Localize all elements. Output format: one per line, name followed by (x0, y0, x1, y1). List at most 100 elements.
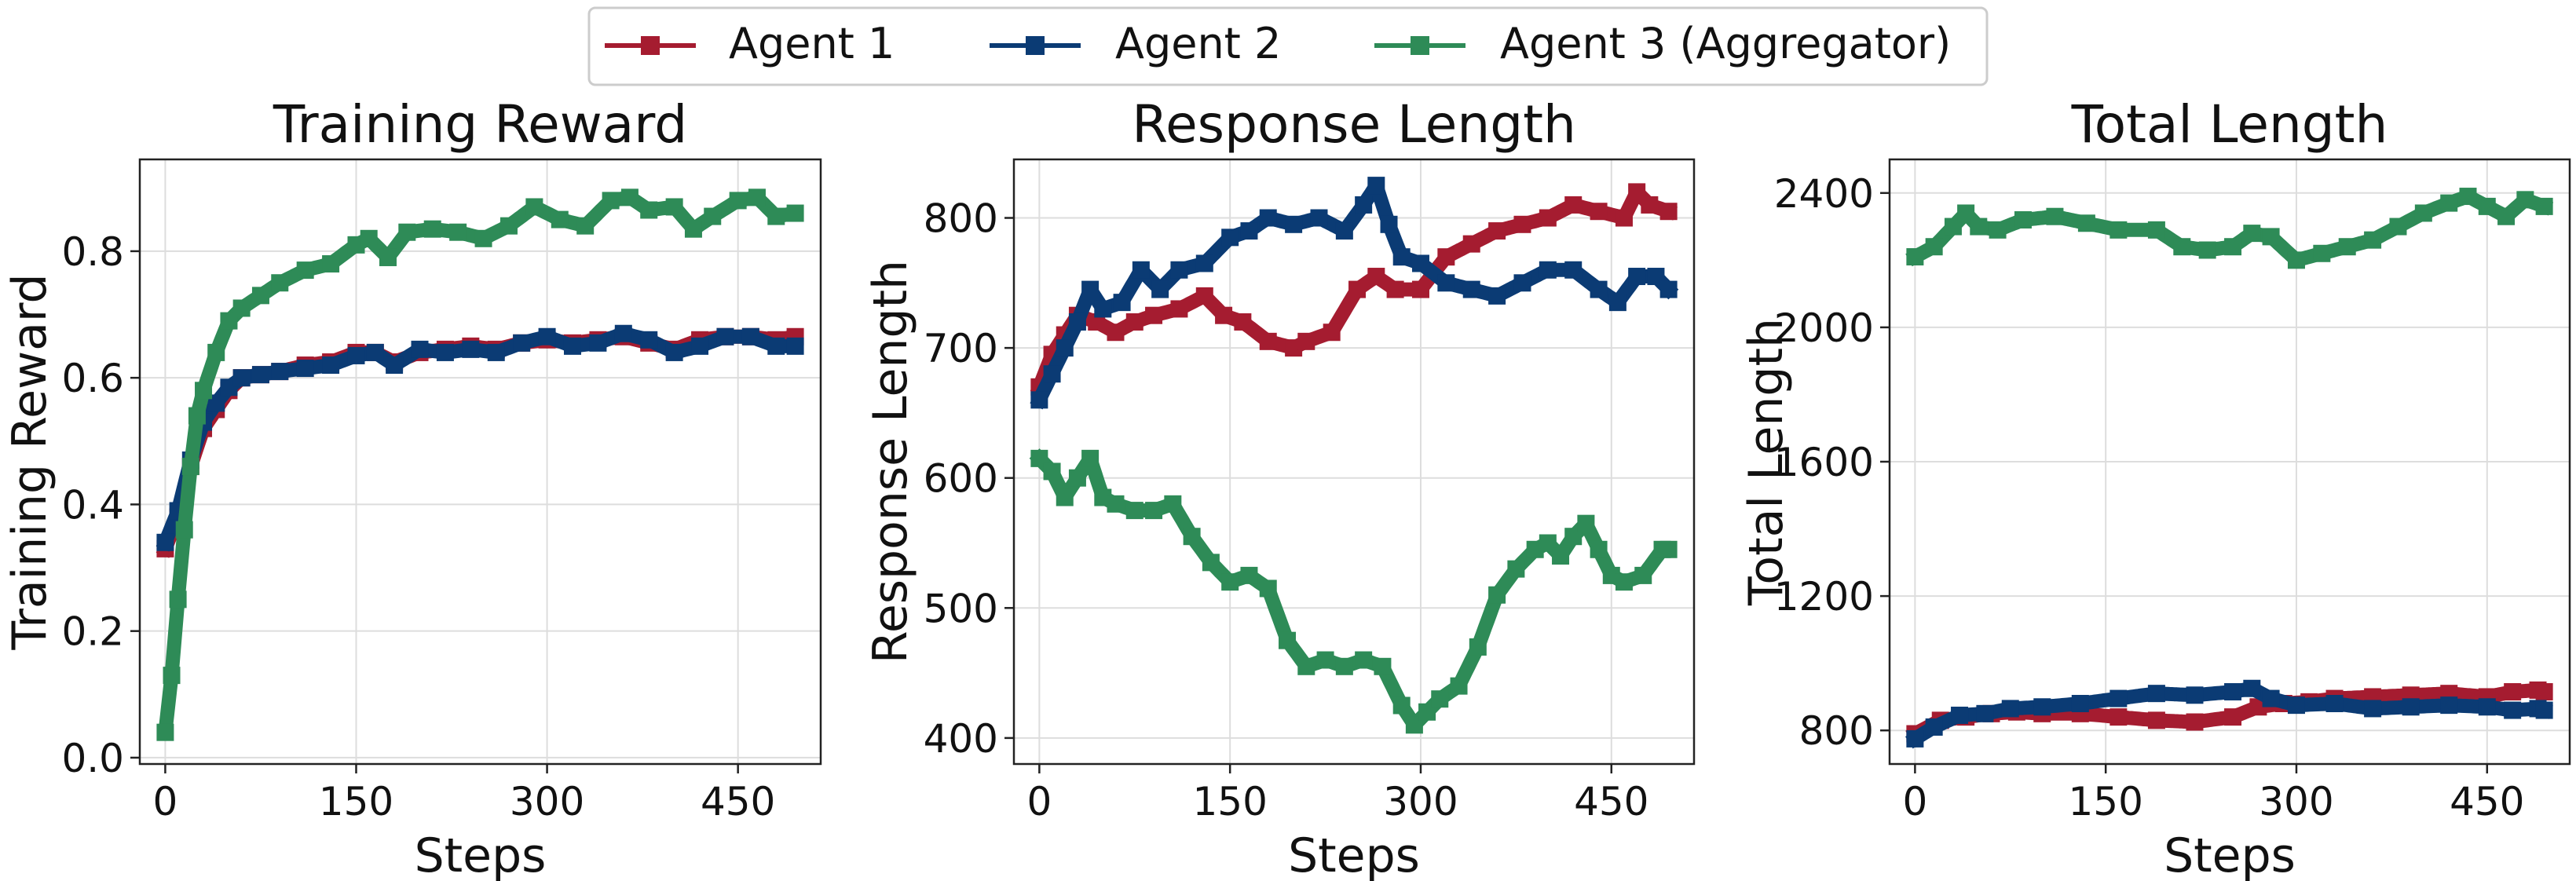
training-reward-series-agent-3-aggregator-point (620, 188, 639, 207)
training-reward-series-agent-2-point (322, 356, 340, 375)
total-length-ytick-label: 1200 (1774, 574, 1874, 620)
response-length-xtick-label: 0 (1026, 779, 1052, 824)
total-length-series-agent-3-aggregator-point (2338, 238, 2356, 256)
training-reward-series-agent-2-point (786, 337, 804, 355)
total-length-series-agent-3-aggregator-point (2243, 225, 2261, 243)
training-reward-series-agent-2 (156, 324, 804, 552)
response-length-series-agent-3-aggregator-point (1202, 554, 1220, 572)
total-length-series-agent-2 (1905, 679, 2553, 749)
training-reward-series-agent-3-aggregator-point (786, 204, 804, 222)
response-length-series-agent-3-aggregator-point (1392, 696, 1411, 715)
training-reward-series-agent-3-aggregator-point (360, 229, 378, 247)
response-length-series-agent-1-point (1088, 313, 1106, 331)
legend-marker-agent-1 (641, 36, 660, 55)
total-length-series-agent-3-aggregator-point (2046, 207, 2064, 225)
response-length-series-agent-3-aggregator-point (1164, 495, 1182, 513)
training-reward-series-agent-3-aggregator-point (748, 188, 766, 207)
response-length-series-agent-1-point (1125, 313, 1143, 331)
response-length-ylabel: Response Length (863, 260, 918, 663)
response-length-series-agent-2-point (1081, 280, 1100, 298)
training-reward-series-agent-2-point (538, 327, 556, 345)
total-length-series-agent-3-aggregator-point (2414, 204, 2432, 222)
total-length-series-agent-2-point (1976, 704, 1994, 722)
response-length-series-agent-1-point (1170, 300, 1188, 318)
training-reward-series-agent-3-aggregator-point (684, 220, 702, 238)
response-length-series-agent-3-aggregator-point (1615, 573, 1633, 591)
response-length-series-agent-2-point (1539, 261, 1557, 279)
total-length-series-agent-2-point (2535, 701, 2553, 719)
total-length-series-agent-3-aggregator-point (2389, 218, 2407, 236)
training-reward-series-agent-2-point (487, 343, 505, 361)
response-length-series-agent-2 (1030, 177, 1679, 410)
training-reward-series-agent-3-aggregator-point (665, 198, 683, 216)
training-reward-ytick-label: 0.4 (61, 482, 124, 528)
response-length-series-agent-1-point (1297, 332, 1315, 350)
total-length-series-agent-3-aggregator-point (2516, 191, 2534, 209)
response-length-series-agent-2-point (1647, 268, 1665, 286)
response-length-series-agent-3-aggregator-point (1279, 631, 1297, 649)
response-length-title: Response Length (1132, 94, 1576, 155)
training-reward-series-agent-2-point (716, 327, 734, 345)
training-reward-series-agent-2-point (691, 337, 709, 355)
response-length-series-agent-1-point (1628, 183, 1646, 201)
total-length-series-agent-3-aggregator-point (2478, 197, 2496, 215)
total-length-title: Total Length (2071, 94, 2388, 155)
response-length-series-agent-3-aggregator-point (1469, 638, 1487, 656)
response-length-series-agent-3-aggregator-point (1355, 651, 1373, 669)
response-length-series-agent-3-aggregator-point (1507, 560, 1525, 578)
response-length-series-agent-3-aggregator-point (1056, 488, 1074, 506)
training-reward-ytick-label: 0.2 (61, 609, 124, 655)
total-length-series-agent-3-aggregator-point (1944, 218, 1962, 236)
response-length-series-agent-2-point (1030, 391, 1048, 409)
response-length-series-agent-2-point (1411, 254, 1429, 272)
training-reward-series-agent-3-aggregator-point (423, 220, 441, 238)
training-reward-series-agent-2-point (589, 334, 607, 352)
response-length-ytick-label: 400 (924, 716, 998, 762)
response-length-series-agent-1-point (1367, 268, 1385, 286)
training-reward-series-agent-2-point (513, 334, 531, 352)
response-length-series-agent-2-point (1151, 280, 1169, 298)
training-reward-series-agent-2-point (767, 337, 785, 355)
response-length-series-agent-2-point (1437, 274, 1455, 292)
total-length-series-agent-2-point (2478, 698, 2496, 716)
response-length-series-agent-2-point (1367, 177, 1385, 195)
response-length-series-agent-1-point (1590, 203, 1608, 221)
response-length-series-agent-3-aggregator-point (1335, 657, 1353, 675)
training-reward-series-agent-1 (156, 327, 804, 558)
response-length-series-agent-3-aggregator-point (1221, 573, 1239, 591)
total-length-series-agent-2-point (2262, 689, 2280, 707)
response-length-ytick-label: 500 (924, 586, 998, 631)
response-length-series-agent-3-aggregator-point (1539, 534, 1557, 552)
response-length-series-agent-1-point (1259, 332, 1277, 350)
panel-total-length: 0 150 300 450 800 1200 1600 2000 2400 Total Lengt… (1739, 94, 2571, 881)
training-reward-series-agent-2-point (232, 369, 251, 387)
training-reward-series-agent-3-aggregator-line (157, 190, 803, 740)
response-length-series-agent-3-aggregator-point (1081, 449, 1100, 467)
training-reward-ylabel: Training Reward (2, 273, 57, 650)
response-length-series-agent-1-point (1215, 306, 1233, 324)
training-reward-xtick-label: 300 (510, 779, 584, 824)
response-length-series-agent-1-point (1615, 209, 1633, 227)
training-reward-series-agent-3-aggregator-point (640, 201, 658, 219)
response-length-series-agent-3-aggregator-line (1029, 448, 1676, 733)
legend-item-agent-2: Agent 2 (990, 19, 1281, 68)
response-length-series-agent-3-aggregator-point (1564, 528, 1583, 546)
training-reward-series-agent-3-aggregator-point (525, 198, 543, 216)
training-reward-frame (138, 158, 822, 766)
total-length-ytick-label: 1600 (1774, 440, 1874, 485)
response-length-series-agent-3-aggregator-point (1488, 586, 1506, 604)
training-reward-xtick-label: 0 (153, 779, 178, 824)
training-reward-ytick-label: 0.6 (61, 356, 124, 401)
response-length-series-agent-3-aggregator-point (1316, 651, 1334, 669)
training-reward-series-agent-3-aggregator-point (379, 248, 397, 266)
legend-label-agent-3: Agent 3 (Aggregator) (1500, 19, 1951, 68)
response-length-series-agent-2-point (1068, 313, 1086, 331)
response-length-ytick-label: 800 (924, 196, 998, 242)
total-length-series-agent-3-aggregator-point (1925, 238, 1943, 256)
response-length-xtick-label: 300 (1383, 779, 1458, 824)
training-reward-series-agent-2-point (271, 363, 289, 381)
training-reward-series-agent-3-aggregator-point (576, 217, 595, 235)
response-length-ytick-label: 700 (924, 326, 998, 371)
response-length-series-agent-3-aggregator-point (1125, 502, 1143, 520)
